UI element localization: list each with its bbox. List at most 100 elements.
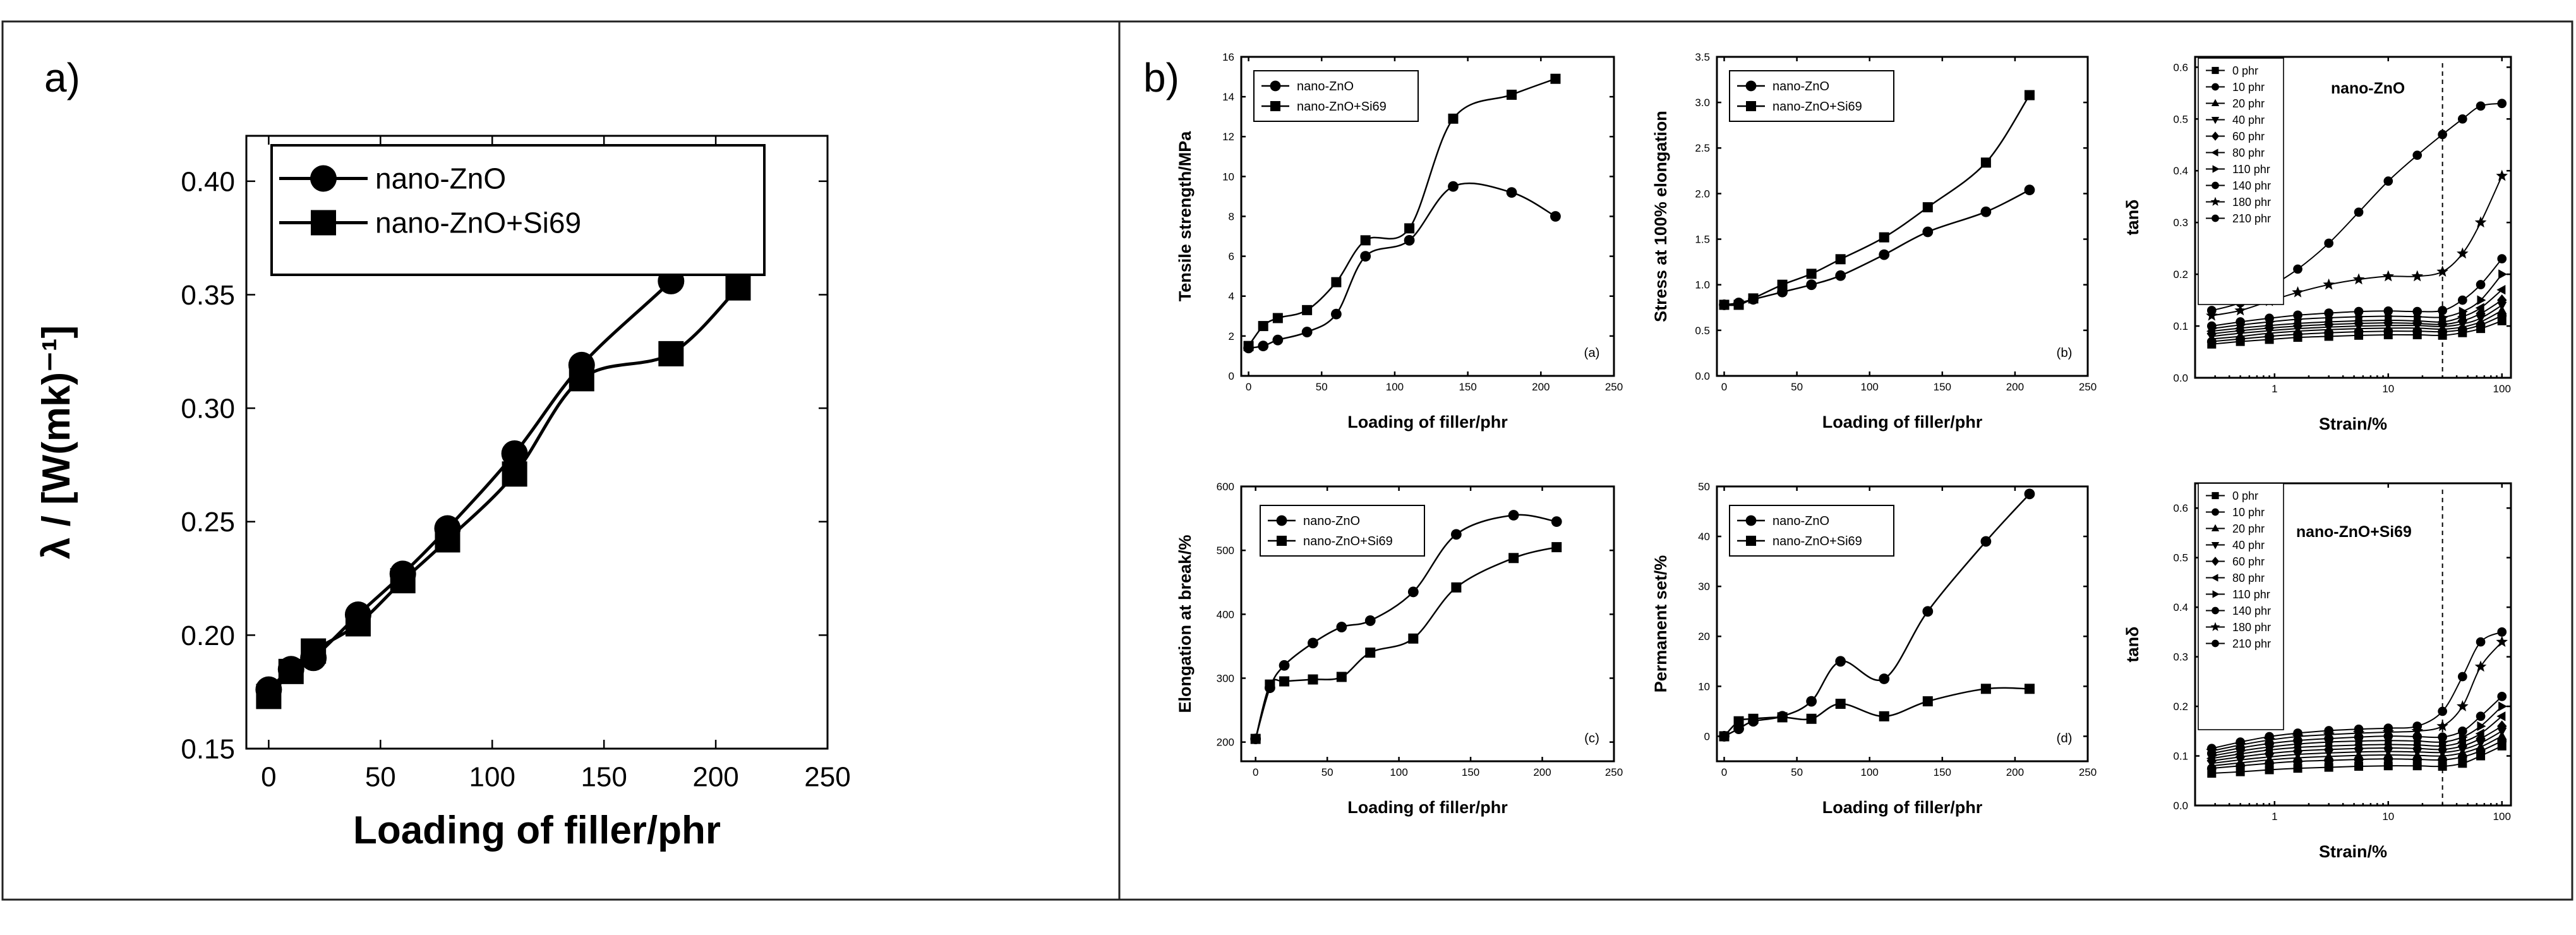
y-axis-label: Tensile strength/MPa <box>1176 131 1195 302</box>
data-point <box>1272 313 1283 323</box>
x-axis-label: Loading of filler/phr <box>1822 413 1983 431</box>
y-tick-label: 0.3 <box>2173 651 2188 663</box>
y-tick-label: 3.5 <box>1695 51 1710 63</box>
data-point <box>2497 294 2507 306</box>
chart-elongation-break: 0 50 100 150 200 250 200 300 400 500 600 Loading of… <box>1176 481 1623 817</box>
data-point <box>2412 150 2423 160</box>
x-tick-label: 0 <box>1721 381 1727 393</box>
x-tick-label: 200 <box>692 761 738 792</box>
plot-frame <box>2194 482 2512 807</box>
data-point <box>2497 301 2507 311</box>
data-point <box>1879 249 1890 260</box>
data-point <box>1550 73 1561 84</box>
x-tick-label: 150 <box>581 761 627 792</box>
data-point <box>2235 751 2246 763</box>
data-point <box>2412 761 2422 771</box>
x-tick-label: 200 <box>2006 766 2024 778</box>
legend-label: nano-ZnO <box>375 162 506 195</box>
data-point <box>1365 648 1376 658</box>
data-point <box>2474 216 2487 228</box>
data-point <box>2457 247 2469 259</box>
legend-marker <box>2212 492 2219 500</box>
data-point <box>2457 737 2466 747</box>
data-point <box>256 684 282 709</box>
y-tick-label: 0.0 <box>2173 800 2188 812</box>
data-point <box>1279 676 1290 687</box>
legend-label: 10 phr <box>2232 506 2265 519</box>
data-point <box>1448 181 1459 192</box>
legend-label: 0 phr <box>2232 64 2258 77</box>
x-axis-label: Loading of filler/phr <box>1347 798 1508 817</box>
series-nano-zno-si69 <box>1719 90 2035 310</box>
data-point <box>1302 305 1313 315</box>
legend-marker <box>1270 101 1280 111</box>
panel-b-frame <box>1118 20 2573 901</box>
data-point <box>1336 672 1347 682</box>
data-point <box>1806 713 1817 724</box>
legend-marker <box>2211 542 2220 550</box>
data-point <box>2323 278 2335 290</box>
legend-label: 110 phr <box>2232 163 2270 176</box>
legend-marker <box>2211 148 2218 157</box>
data-point <box>2354 306 2364 317</box>
data-point <box>1879 673 1890 684</box>
data-point <box>1272 334 1284 346</box>
legend-box <box>2198 57 2284 305</box>
legend-label: 210 phr <box>2232 212 2271 225</box>
data-point <box>2411 270 2424 282</box>
legend-marker <box>1745 80 1757 92</box>
legend-label: 40 phr <box>2232 114 2265 126</box>
data-point <box>1835 270 1846 281</box>
subplot-tag: (c) <box>1584 732 1599 745</box>
chart-main: 0 50 100 150 200 250 0.15 0.20 0.25 0.30 0.35 0.40 L… <box>35 135 851 852</box>
x-tick-label: 100 <box>1861 381 1879 393</box>
x-tick-label: 200 <box>1533 766 1551 778</box>
x-tick-label: 100 <box>2493 811 2511 823</box>
data-point <box>1308 637 1318 649</box>
legend-label: nano-ZnO+Si69 <box>1773 100 1862 114</box>
data-point <box>2293 728 2302 738</box>
data-point <box>1835 699 1846 709</box>
y-tick-label: 0.1 <box>2173 320 2188 332</box>
x-tick-label: 150 <box>1934 381 1951 393</box>
x-axis-label: Strain/% <box>2319 842 2387 861</box>
x-tick-label: 50 <box>1791 766 1803 778</box>
plot-frame <box>2194 56 2512 379</box>
data-point <box>1777 279 1788 290</box>
data-point <box>2293 764 2302 773</box>
panel-a-label: a) <box>44 55 80 100</box>
data-point <box>2354 762 2364 771</box>
legend-marker <box>2211 524 2220 531</box>
legend-marker <box>310 165 337 192</box>
y-axis-label: tanδ <box>2123 200 2142 236</box>
y-axis-label: tanδ <box>2123 627 2142 663</box>
series-nano-zno-si69 <box>256 275 751 709</box>
data-point <box>1719 731 1730 742</box>
y-tick-label: 0.0 <box>2173 372 2188 384</box>
data-point <box>1508 510 1519 521</box>
legend-box <box>270 144 766 276</box>
data-point <box>2497 720 2507 732</box>
data-point <box>1748 713 1759 724</box>
x-tick-label: 250 <box>2079 766 2097 778</box>
data-point <box>2236 317 2245 327</box>
x-tick-label: 250 <box>1605 381 1623 393</box>
legend-label: 110 phr <box>2232 588 2270 601</box>
legend-label: 210 phr <box>2232 637 2271 650</box>
legend-label: 60 phr <box>2232 555 2265 568</box>
legend-label: nano-ZnO+Si69 <box>1303 534 1393 548</box>
y-tick-label: 4 <box>1229 291 1234 303</box>
x-tick-label: 0 <box>1246 381 1251 393</box>
data-point <box>1835 254 1846 265</box>
y-tick-label: 1.5 <box>1695 234 1710 246</box>
data-point <box>2024 684 2035 694</box>
x-tick-label: 100 <box>1390 766 1407 778</box>
data-point <box>2497 727 2507 737</box>
data-point <box>2459 306 2468 317</box>
data-point <box>2354 724 2364 734</box>
data-point <box>2024 184 2035 196</box>
data-point <box>390 568 416 594</box>
data-point <box>1265 679 1275 690</box>
data-point <box>2293 310 2302 320</box>
data-point <box>2293 264 2302 274</box>
